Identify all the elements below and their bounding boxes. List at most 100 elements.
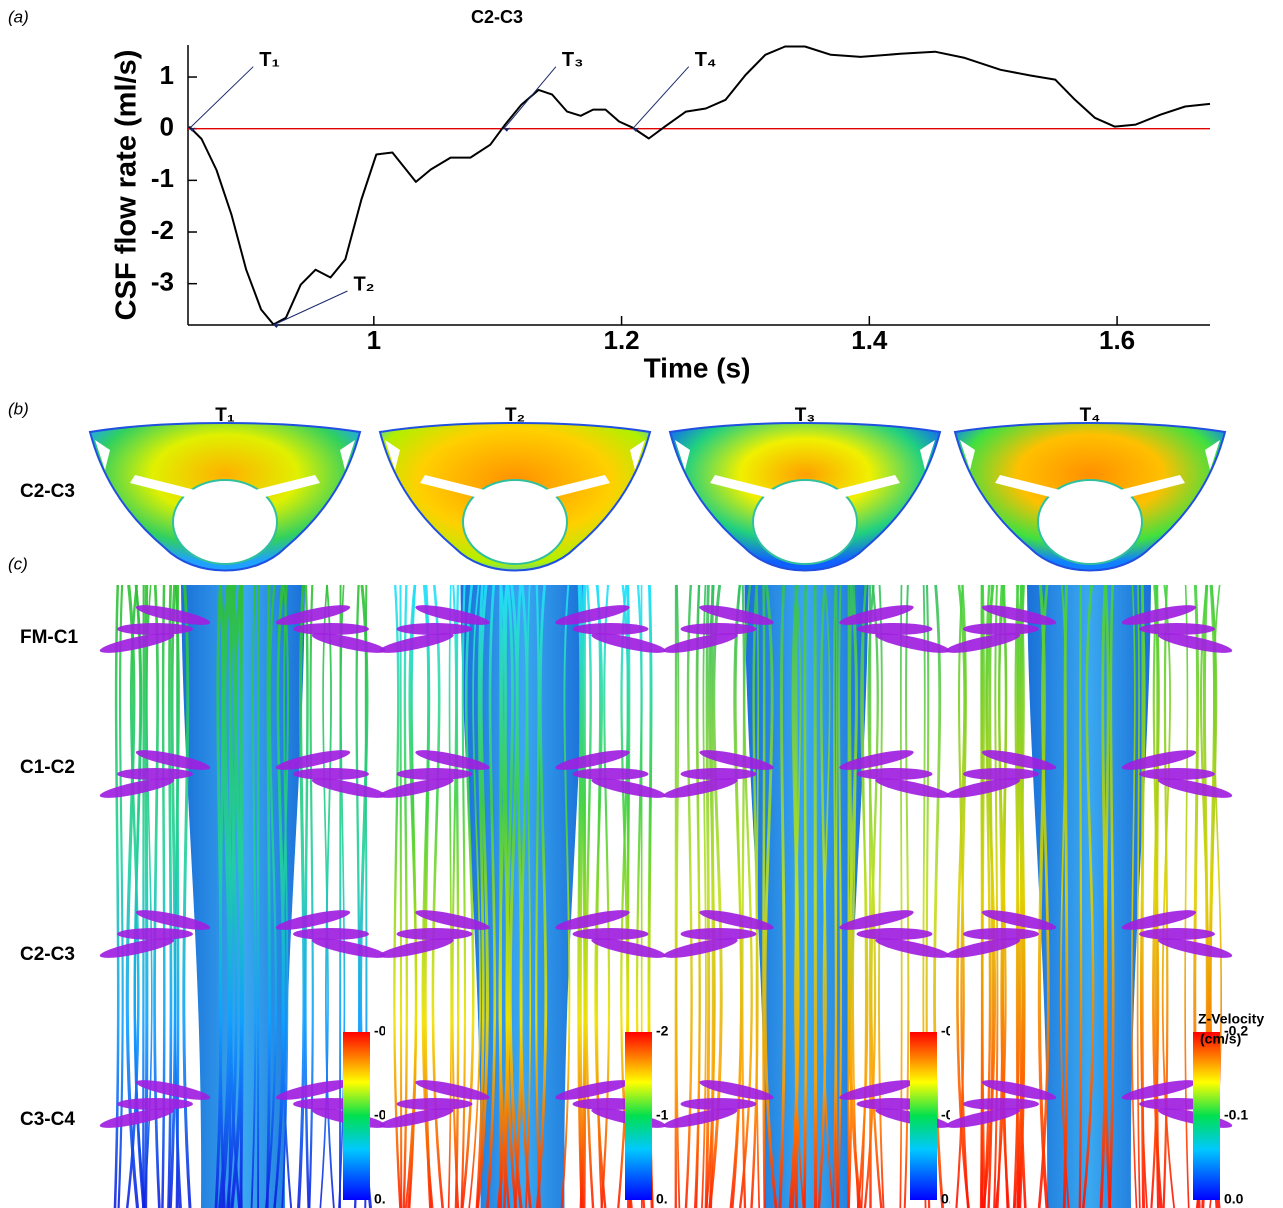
colorbar-tick-label: -0.2 [1224,1023,1248,1039]
nerve-rootlet [856,623,933,635]
colorbar [1193,1032,1220,1200]
nerve-rootlet [1121,750,1197,770]
nerve-rootlet [945,778,1021,798]
streamline [273,584,284,1208]
streamline [675,584,681,1208]
annotation-label: T₃ [562,49,583,71]
nerve-rootlet [981,1080,1057,1100]
septum-gap [340,440,355,470]
nerve-rootlet [875,938,950,958]
row-label: FM-C1 [20,627,78,648]
nerve-rootlet [981,910,1057,930]
arrow-head [503,127,510,132]
septum-gap [960,440,975,470]
nerve-rootlet [311,778,387,798]
cross-section [88,422,362,572]
colorbar [625,1032,652,1200]
row-label: C3-C4 [20,1109,75,1130]
nerve-rootlet [1139,623,1215,635]
streamline [817,584,827,1208]
streamline [393,584,402,1208]
nerve-rootlet [572,768,649,780]
nerve-rootlet [415,910,490,930]
arrow-head [632,127,639,132]
septum-gap [255,475,320,497]
x-tick-label: 1.2 [603,325,639,355]
nerve-rootlet [839,750,914,770]
nerve-rootlet [555,750,630,770]
streamline [281,584,293,1208]
nerve-rootlet [963,928,1039,940]
streamline [265,584,271,1208]
septum-gap [920,440,935,470]
nerve-rootlet [415,605,490,625]
nerve-rootlet [555,1080,630,1100]
nerve-rootlet [415,1080,490,1100]
y-axis-label: CSF flow rate (ml/s) [111,50,143,321]
streamline [498,584,511,1208]
streamline-panel: -0.2-0.10.0 [99,584,398,1208]
nerve-rootlet [379,778,454,798]
streamline [231,584,244,1208]
nerve-rootlet [963,1098,1039,1110]
canal-hole [462,479,568,565]
colorbar-title: Z-Velocity [1198,1011,1264,1027]
nerve-rootlet [875,778,950,798]
cross-section [953,422,1227,572]
nerve-rootlet [591,938,666,958]
colorbar-unit: (cm/s) [1200,1031,1241,1047]
streamline [822,584,834,1208]
streamline [813,584,818,1208]
streamline [486,584,497,1208]
y-tick-label: -2 [151,215,174,245]
septum-gap [545,475,610,497]
nerve-rootlet [699,1080,774,1100]
streamline [230,584,243,1208]
septum-gap [675,440,690,470]
row-label: C2-C3 [20,481,75,502]
streamline [832,584,837,1208]
column-header: T₃ [795,405,815,426]
streamline [763,584,778,1208]
nerve-rootlet [945,633,1021,653]
nerve-rootlet [591,633,666,653]
x-tick-label: 1.6 [1099,325,1135,355]
septum-gap [420,475,485,497]
nerve-rootlet [311,633,387,653]
streamline [250,584,257,1208]
annotation-arrow [273,290,348,326]
column-header: T₁ [215,405,235,426]
streamline [1078,584,1083,1208]
colorbar-tick-label: 0.0 [1224,1191,1244,1207]
septum-gap [95,440,110,470]
streamline [847,584,854,1208]
nerve-rootlet [1157,938,1233,958]
colorbar [343,1032,370,1200]
nerve-rootlet [875,633,950,653]
y-tick-label: 0 [160,112,174,142]
x-tick-label: 1 [367,325,381,355]
nerve-rootlet [293,928,369,940]
nerve-rootlet [117,623,193,635]
annotation-arrow [632,66,690,130]
streamline [578,584,584,1208]
streamline [1103,584,1112,1208]
streamline [852,584,859,1208]
colorbar [910,1032,937,1200]
nerve-rootlet [99,1108,175,1128]
nerve-rootlet [981,750,1057,770]
nerve-rootlet [275,750,351,770]
streamline [265,584,277,1208]
septum-gap [1205,440,1220,470]
nerve-rootlet [555,910,630,930]
nerve-rootlet [396,623,473,635]
streamline [794,584,805,1208]
streamline [226,584,238,1208]
column-header: T₂ [505,405,525,426]
streamline [513,584,523,1208]
septum-gap [995,475,1060,497]
nerve-rootlet [117,768,193,780]
y-tick-label: -3 [151,267,174,297]
nerve-rootlet [135,1080,211,1100]
data-line [188,45,1211,326]
